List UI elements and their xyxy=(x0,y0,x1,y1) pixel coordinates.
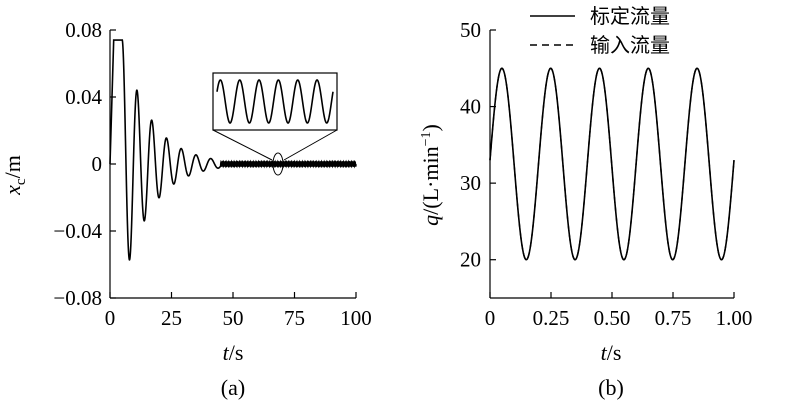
panel-a-inset xyxy=(212,72,338,176)
inset-connector-right xyxy=(283,129,338,161)
panel-b-ylabel: q/(L·min−1) xyxy=(418,124,443,226)
panel-b-legend: 标定流量 输入流量 xyxy=(530,4,670,57)
panel-b-ticks: 0 0.25 0.50 0.75 1.00 50 40 30 20 xyxy=(460,18,752,330)
panel-a-xtick-label: 75 xyxy=(284,306,305,330)
panel-b-ytick-label: 20 xyxy=(460,248,481,272)
panel-b-xtick-label: 0 xyxy=(485,306,496,330)
panel-a-series-line xyxy=(109,39,357,261)
panel-a: 0 25 50 75 100 0.08 0.04 0 −0.04 −0.08 xc/m t/s (… xyxy=(0,18,372,400)
panel-a-caption: (a) xyxy=(221,375,245,400)
panel-b-xtick-label: 0.75 xyxy=(655,306,692,330)
panel-a-ytick-label: −0.08 xyxy=(53,286,102,310)
inset-connector-left xyxy=(212,129,273,161)
panel-a-xtick-label: 25 xyxy=(161,306,182,330)
panel-b-caption: (b) xyxy=(598,375,624,400)
panel-a-xtick-label: 50 xyxy=(223,306,244,330)
panel-b: 0 0.25 0.50 0.75 1.00 50 40 30 20 标定流量 输入流量 q/(L… xyxy=(418,4,752,400)
panel-b-xtick-label: 0.25 xyxy=(533,306,570,330)
panel-a-ticks: 0 25 50 75 100 0.08 0.04 0 −0.04 −0.08 xyxy=(53,18,371,330)
panel-b-xlabel: t/s xyxy=(601,340,622,365)
panel-b-ytick-label: 40 xyxy=(460,95,481,119)
legend-item-calibrated: 标定流量 xyxy=(590,4,670,28)
panel-a-ytick-label: 0.04 xyxy=(65,85,102,109)
panel-a-xlabel: t/s xyxy=(223,340,244,365)
legend-item-input: 输入流量 xyxy=(590,33,670,57)
panel-b-xtick-label: 1.00 xyxy=(716,306,753,330)
panel-b-xtick-label: 0.50 xyxy=(594,306,631,330)
panel-a-ytick-label: −0.04 xyxy=(53,219,102,243)
panel-b-series-calibrated-line xyxy=(489,67,735,261)
panel-a-ylabel: xc/m xyxy=(0,155,29,196)
panel-a-ytick-label: 0 xyxy=(92,152,103,176)
panel-b-ytick-label: 50 xyxy=(460,18,481,42)
panel-a-xtick-label: 0 xyxy=(105,306,116,330)
panel-a-ytick-label: 0.08 xyxy=(65,18,102,42)
inset-oscillation-line xyxy=(216,79,334,124)
panel-a-xtick-label: 100 xyxy=(340,306,372,330)
panel-b-ytick-label: 30 xyxy=(460,171,481,195)
